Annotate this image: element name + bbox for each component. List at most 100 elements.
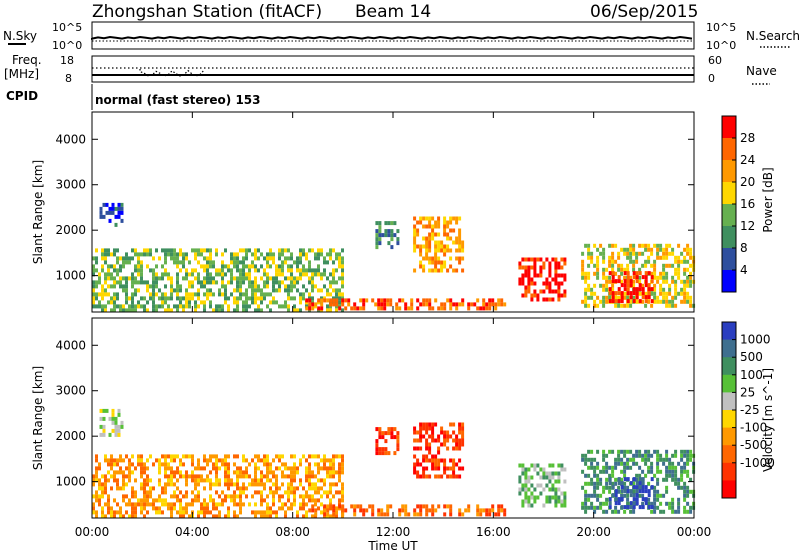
echo-cell: [620, 279, 624, 284]
echo-cell: [290, 506, 293, 511]
echo-cell: [458, 466, 462, 471]
echo-cell: [497, 302, 501, 307]
echo-cell: [179, 296, 182, 301]
echo-cell: [242, 300, 245, 305]
echo-cell: [293, 276, 296, 281]
echo-cell: [629, 449, 633, 454]
echo-cell: [263, 474, 266, 479]
echo-cell: [311, 280, 314, 285]
echo-cell: [134, 248, 137, 253]
echo-cell: [680, 259, 684, 264]
echo-cell: [251, 300, 254, 305]
echo-cell: [626, 489, 630, 494]
echo-cell: [584, 497, 588, 502]
echo-cell: [308, 280, 311, 285]
echo-cell: [527, 285, 531, 290]
echo-cell: [329, 284, 332, 289]
echo-cell: [116, 268, 119, 273]
echo-cell: [245, 252, 248, 257]
echo-cell: [182, 304, 185, 309]
echo-cell: [113, 458, 116, 463]
echo-cell: [173, 454, 176, 459]
echo-cell: [140, 272, 143, 277]
echo-cell: [119, 458, 122, 463]
echo-cell: [263, 296, 266, 301]
echo-cell: [662, 461, 666, 466]
echo-cell: [686, 469, 690, 474]
echo-cell: [206, 276, 209, 281]
echo-cell: [182, 308, 185, 313]
echo-cell: [491, 302, 495, 307]
echo-cell: [557, 487, 561, 492]
echo-cell: [230, 252, 233, 257]
echo-cell: [632, 275, 636, 280]
echo-cell: [99, 210, 103, 215]
echo-cell: [665, 295, 669, 300]
echo-cell: [197, 292, 200, 297]
echo-cell: [206, 478, 209, 483]
echo-cell: [404, 504, 408, 509]
colorbar-swatch: [722, 322, 736, 341]
x-tick-label: 08:00: [275, 525, 310, 539]
echo-cell: [659, 283, 663, 288]
echo-cell: [152, 284, 155, 289]
time-axis-label: Time UT: [367, 539, 418, 553]
echo-cell: [521, 273, 525, 278]
echo-cell: [116, 486, 119, 491]
echo-cell: [686, 267, 690, 272]
echo-cell: [308, 302, 312, 307]
echo-cell: [674, 295, 678, 300]
echo-cell: [335, 506, 338, 511]
echo-cell: [545, 297, 549, 302]
echo-cell: [497, 512, 501, 517]
echo-cell: [128, 296, 131, 301]
echo-cell: [536, 273, 540, 278]
echo-cell: [458, 512, 462, 517]
echo-cell: [398, 298, 402, 303]
echo-cell: [218, 272, 221, 277]
echo-cell: [266, 502, 269, 507]
echo-cell: [563, 289, 567, 294]
echo-cell: [671, 275, 675, 280]
x-tick-label: 00:00: [75, 525, 110, 539]
echo-cell: [173, 502, 176, 507]
echo-cell: [287, 268, 290, 273]
echo-cell: [104, 292, 107, 297]
echo-cell: [620, 493, 624, 498]
echo-cell: [140, 474, 143, 479]
echo-cell: [170, 458, 173, 463]
echo-cell: [113, 276, 116, 281]
echo-cell: [602, 259, 606, 264]
echo-cell: [224, 494, 227, 499]
echo-cell: [413, 438, 417, 443]
echo-cell: [155, 458, 158, 463]
echo-cell: [284, 474, 287, 479]
echo-cell: [233, 514, 236, 519]
echo-cell: [381, 431, 385, 436]
echo-cell: [665, 247, 669, 252]
echo-cell: [449, 236, 453, 241]
echo-cell: [278, 284, 281, 289]
echo-cell: [560, 281, 564, 286]
echo-cell: [518, 479, 522, 484]
echo-cell: [611, 259, 615, 264]
echo-cell: [254, 300, 257, 305]
echo-cell: [221, 502, 224, 507]
echo-cell: [137, 260, 140, 265]
echo-cell: [113, 252, 116, 257]
echo-cell: [341, 490, 344, 495]
echo-cell: [335, 280, 338, 285]
echo-cell: [686, 461, 690, 466]
echo-cell: [359, 306, 363, 311]
echo-cell: [545, 281, 549, 286]
echo-cell: [494, 302, 498, 307]
echo-cell: [656, 481, 660, 486]
echo-cell: [236, 478, 239, 483]
echo-cell: [281, 304, 284, 309]
echo-cell: [164, 454, 167, 459]
echo-cell: [191, 268, 194, 273]
echo-cell: [122, 482, 125, 487]
echo-cell: [413, 248, 417, 253]
cpid-label: CPID: [6, 89, 38, 103]
echo-cell: [446, 446, 450, 451]
